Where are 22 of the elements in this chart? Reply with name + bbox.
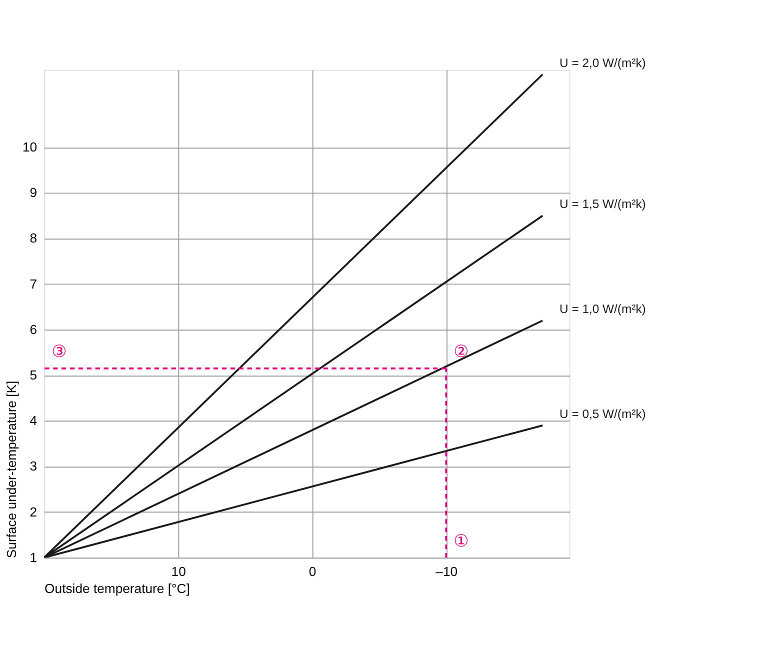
annotation: ③ (52, 341, 67, 362)
y-tick-label: 10 (22, 140, 38, 155)
y-tick-label: 9 (30, 185, 38, 200)
x-tick-label: 10 (171, 564, 186, 579)
series-label: U = 0,5 W/(m²k) (560, 406, 646, 421)
series-label: U = 1,0 W/(m²k) (560, 302, 646, 316)
y-tick-label: 7 (30, 276, 38, 292)
annotation: ② (454, 341, 469, 362)
y-tick-label: 3 (30, 458, 38, 474)
y-tick-label: 2 (30, 504, 38, 520)
y-tick-label: 6 (30, 322, 38, 337)
annotation: ① (454, 530, 469, 550)
y-axis-title: Surface under-temperature [K] (4, 380, 19, 558)
series-label: U = 1,5 W/(m²k) (560, 197, 646, 212)
y-tick-label: 4 (30, 413, 38, 428)
y-tick-label: 8 (30, 230, 38, 246)
x-tick-label: 0 (308, 564, 316, 579)
x-axis-title: Outside temperature [°C] (44, 580, 190, 596)
y-tick-label: 5 (30, 367, 38, 382)
series-label: U = 2,0 W/(m²k) (560, 56, 646, 70)
y-tick-label: 1 (30, 550, 38, 565)
x-tick-label: –10 (436, 564, 458, 579)
